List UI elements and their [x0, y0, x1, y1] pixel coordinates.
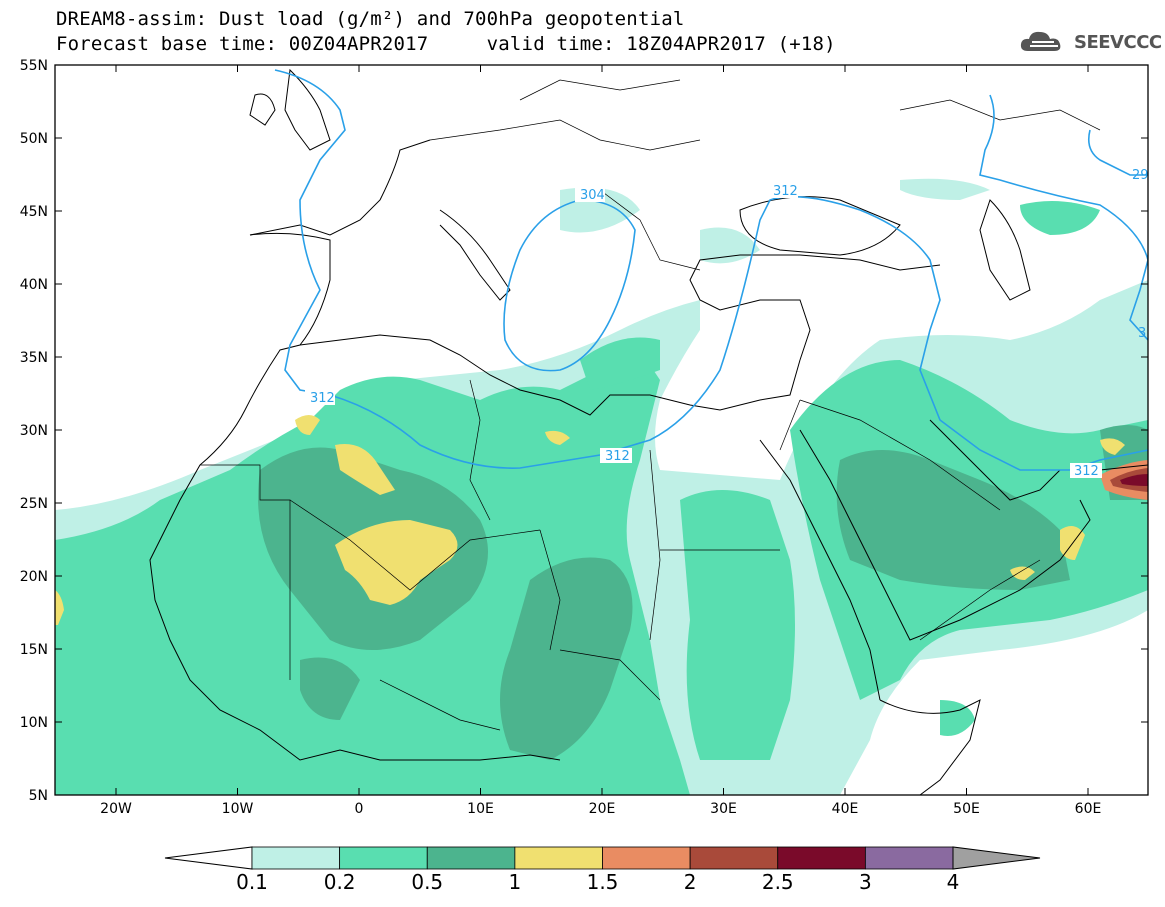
contour-label: 312	[773, 184, 798, 199]
dust-level-high	[1100, 460, 1148, 500]
colorbar-swatch	[339, 846, 428, 870]
contour-label: 312	[1074, 464, 1099, 479]
lon-label: 10W	[222, 801, 254, 817]
colorbar-level-label: 3	[859, 870, 872, 894]
country-borders	[200, 79, 1101, 731]
colorbar	[164, 846, 1041, 870]
lon-label: 40E	[832, 801, 859, 817]
colorbar-swatch	[251, 846, 341, 870]
colorbar-swatch	[602, 846, 691, 870]
map-field: 304 312 312 312 312 29 3	[55, 65, 1149, 795]
lon-label: 0	[355, 801, 364, 817]
contour-labels: 304 312 312 312 312 29 3	[305, 168, 1149, 479]
contour-label: 312	[605, 449, 630, 464]
lon-label: 10E	[467, 801, 494, 817]
lat-label: 55N	[20, 58, 48, 74]
colorbar-swatch	[864, 846, 954, 870]
lat-label: 5N	[29, 788, 48, 804]
colorbar-level-label: 1.5	[586, 870, 619, 894]
lon-label: 30E	[710, 801, 737, 817]
colorbar-level-label: 1	[508, 870, 522, 894]
contour-label: 304	[580, 188, 605, 203]
lon-label: 20E	[589, 801, 616, 817]
lat-label: 40N	[20, 277, 48, 293]
lat-label: 15N	[20, 642, 48, 658]
contour-label: 312	[310, 391, 335, 406]
colorbar-swatch	[777, 846, 866, 870]
lat-label: 45N	[20, 204, 48, 220]
colorbar-swatch	[689, 846, 779, 870]
lat-label: 30N	[20, 423, 48, 439]
colorbar-over-arrow	[952, 846, 1041, 870]
lat-label: 25N	[20, 496, 48, 512]
colorbar-level-label: 0.2	[323, 870, 356, 894]
colorbar-level-label: 0.1	[236, 870, 268, 894]
latitude-axis: 55N 50N 45N 40N 35N 30N 25N 20N 15N 10N 5N	[20, 58, 1148, 804]
lat-label: 50N	[20, 131, 48, 147]
forecast-time-line: Forecast base time: 00Z04APR2017 valid t…	[56, 33, 836, 55]
seevccc-logo: SEEVCCC	[1018, 24, 1162, 60]
longitude-axis: 20W 10W 0 10E 20E 30E 40E 50E 60E	[100, 65, 1101, 817]
lat-label: 20N	[20, 569, 48, 585]
lat-label: 10N	[20, 715, 48, 731]
colorbar-level-label: 2.5	[761, 870, 794, 894]
colorbar-swatch	[426, 846, 516, 870]
colorbar-level-label: 0.5	[411, 870, 444, 894]
lon-label: 20W	[100, 801, 132, 817]
colorbar-level-label: 2	[683, 870, 697, 894]
colorbar-under-arrow	[164, 846, 253, 870]
lon-label: 60E	[1075, 801, 1102, 817]
lat-label: 35N	[20, 350, 48, 366]
lon-label: 50E	[953, 801, 980, 817]
contour-label: 29	[1132, 168, 1149, 183]
contour-label: 3	[1138, 326, 1146, 341]
colorbar-level-label: 4	[946, 870, 960, 894]
chart-title: DREAM8-assim: Dust load (g/m²) and 700hP…	[56, 8, 685, 30]
logo-text: SEEVCCC	[1074, 31, 1162, 53]
cloud-icon	[1020, 31, 1061, 51]
colorbar-swatch	[514, 846, 603, 870]
